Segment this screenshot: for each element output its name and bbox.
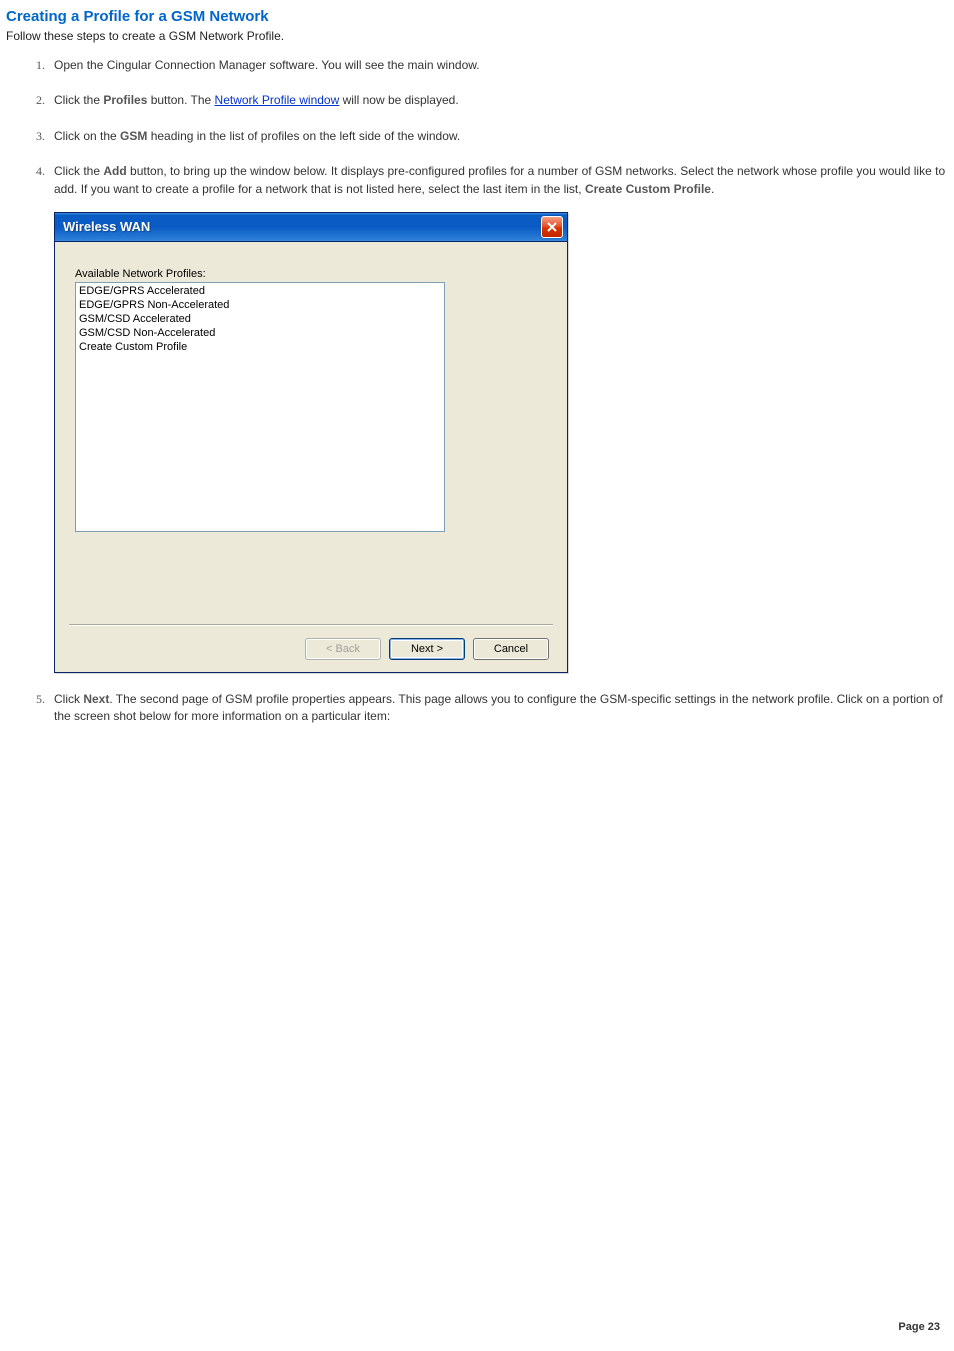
back-button: < Back [305, 638, 381, 660]
page-number: Page 23 [898, 1321, 940, 1333]
list-item[interactable]: EDGE/GPRS Accelerated [79, 284, 441, 298]
network-profile-link[interactable]: Network Profile window [215, 93, 340, 107]
step-1: Open the Cingular Connection Manager sof… [48, 57, 948, 74]
next-button[interactable]: Next > [389, 638, 465, 660]
step-5-part2: . The second page of GSM profile propert… [54, 692, 943, 723]
dialog-titlebar: Wireless WAN [55, 213, 567, 242]
dialog-title: Wireless WAN [63, 219, 150, 234]
step-3-part2: heading in the list of profiles on the l… [147, 129, 460, 143]
dialog-buttons: < Back Next > Cancel [305, 638, 549, 660]
step-5-bold1: Next [83, 692, 109, 706]
step-5: Click Next. The second page of GSM profi… [48, 691, 948, 726]
step-4-bold2: Create Custom Profile [585, 182, 711, 196]
intro-text: Follow these steps to create a GSM Netwo… [6, 29, 948, 43]
list-item[interactable]: EDGE/GPRS Non-Accelerated [79, 298, 441, 312]
dialog-body: Available Network Profiles: EDGE/GPRS Ac… [55, 242, 567, 672]
list-item[interactable]: Create Custom Profile [79, 340, 441, 354]
step-4-bold1: Add [103, 164, 126, 178]
steps-list: Open the Cingular Connection Manager sof… [24, 57, 948, 726]
step-3-part1: Click on the [54, 129, 120, 143]
step-3-bold1: GSM [120, 129, 147, 143]
close-button[interactable] [541, 216, 563, 238]
cancel-button[interactable]: Cancel [473, 638, 549, 660]
wireless-wan-dialog: Wireless WAN Available Network Profiles:… [54, 212, 568, 673]
dialog-separator [69, 624, 553, 626]
step-2-part2: button. The [147, 93, 214, 107]
close-icon [547, 222, 557, 232]
step-4-part2: button, to bring up the window below. It… [54, 164, 945, 195]
list-item[interactable]: GSM/CSD Accelerated [79, 312, 441, 326]
page-title: Creating a Profile for a GSM Network [6, 8, 948, 25]
profiles-listbox[interactable]: EDGE/GPRS Accelerated EDGE/GPRS Non-Acce… [75, 282, 445, 532]
step-4-part3: . [711, 182, 714, 196]
step-4-part1: Click the [54, 164, 103, 178]
step-2-part3: will now be displayed. [339, 93, 458, 107]
step-2: Click the Profiles button. The Network P… [48, 92, 948, 109]
step-4: Click the Add button, to bring up the wi… [48, 163, 948, 673]
list-item[interactable]: GSM/CSD Non-Accelerated [79, 326, 441, 340]
step-5-part1: Click [54, 692, 83, 706]
step-2-part1: Click the [54, 93, 103, 107]
step-2-bold1: Profiles [103, 93, 147, 107]
step-1-text: Open the Cingular Connection Manager sof… [54, 58, 480, 72]
step-3: Click on the GSM heading in the list of … [48, 128, 948, 145]
list-label: Available Network Profiles: [75, 268, 547, 280]
